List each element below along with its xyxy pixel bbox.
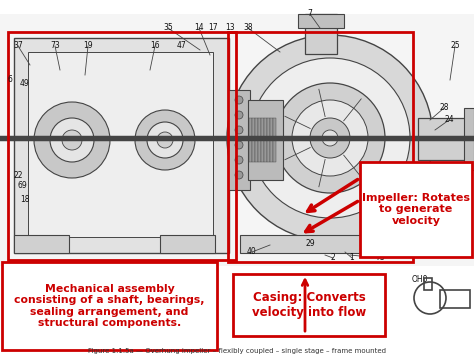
Circle shape xyxy=(292,100,368,176)
Text: 37: 37 xyxy=(13,41,23,50)
Text: Figure 1.1.5a — Overhung impeller – flexibly coupled – single stage – frame moun: Figure 1.1.5a — Overhung impeller – flex… xyxy=(88,348,386,354)
Bar xyxy=(8,32,236,260)
Circle shape xyxy=(227,35,433,241)
Bar xyxy=(228,90,250,190)
Bar xyxy=(264,118,267,162)
Bar xyxy=(255,118,258,162)
Text: 25: 25 xyxy=(450,41,460,50)
Bar xyxy=(270,118,273,162)
Circle shape xyxy=(250,58,410,218)
Circle shape xyxy=(62,130,82,150)
Text: 14: 14 xyxy=(194,23,204,32)
Text: 73: 73 xyxy=(50,41,60,50)
Text: 16: 16 xyxy=(150,41,160,50)
Text: 35: 35 xyxy=(163,23,173,32)
Text: Mechanical assembly
consisting of a shaft, bearings,
sealing arrangement, and
st: Mechanical assembly consisting of a shaf… xyxy=(14,284,205,328)
Bar xyxy=(261,118,264,162)
Circle shape xyxy=(135,110,195,170)
Text: 29: 29 xyxy=(305,238,315,248)
Circle shape xyxy=(275,83,385,193)
Circle shape xyxy=(235,156,243,164)
Text: 7: 7 xyxy=(308,9,312,18)
Bar xyxy=(240,235,415,253)
Bar xyxy=(273,118,276,162)
Circle shape xyxy=(147,122,183,158)
Circle shape xyxy=(235,126,243,134)
Text: 49: 49 xyxy=(20,80,30,89)
Text: 17: 17 xyxy=(208,23,218,32)
Circle shape xyxy=(310,118,350,158)
Bar xyxy=(28,52,213,237)
Bar xyxy=(14,235,69,253)
Text: 69: 69 xyxy=(17,180,27,189)
Circle shape xyxy=(322,130,338,146)
Bar xyxy=(14,38,229,253)
Bar xyxy=(252,118,255,162)
Bar xyxy=(248,100,283,180)
Text: 40: 40 xyxy=(247,248,257,256)
Text: 2: 2 xyxy=(331,253,336,262)
Text: Casing: Converts
velocity into flow: Casing: Converts velocity into flow xyxy=(252,291,366,319)
Text: 19: 19 xyxy=(83,41,93,50)
Bar xyxy=(267,118,270,162)
Circle shape xyxy=(157,132,173,148)
Circle shape xyxy=(235,111,243,119)
Text: 28: 28 xyxy=(439,104,449,112)
Bar xyxy=(228,32,413,262)
Bar xyxy=(305,14,337,54)
Bar xyxy=(258,118,261,162)
Text: Impeller: Rotates
to generate
velocity: Impeller: Rotates to generate velocity xyxy=(362,193,470,226)
Bar xyxy=(464,108,474,170)
Bar xyxy=(233,274,385,336)
Bar xyxy=(0,14,474,266)
Circle shape xyxy=(50,118,94,162)
Text: 13: 13 xyxy=(225,23,235,32)
Bar xyxy=(249,118,252,162)
Text: 6: 6 xyxy=(8,76,12,85)
Bar xyxy=(360,162,472,257)
Circle shape xyxy=(235,96,243,104)
Bar xyxy=(160,235,215,253)
Bar xyxy=(298,14,344,28)
Bar xyxy=(424,278,432,290)
Text: 22: 22 xyxy=(13,171,23,180)
Text: 1: 1 xyxy=(350,253,355,262)
Text: 18: 18 xyxy=(20,195,30,204)
Text: 24: 24 xyxy=(444,116,454,125)
Circle shape xyxy=(235,141,243,149)
Text: 38: 38 xyxy=(243,23,253,32)
Circle shape xyxy=(34,102,110,178)
Text: OH0: OH0 xyxy=(412,275,428,284)
Bar xyxy=(2,262,217,350)
Bar xyxy=(440,290,470,308)
Bar xyxy=(418,118,473,160)
Text: 73: 73 xyxy=(375,253,385,262)
Circle shape xyxy=(235,171,243,179)
Text: 47: 47 xyxy=(177,41,187,50)
